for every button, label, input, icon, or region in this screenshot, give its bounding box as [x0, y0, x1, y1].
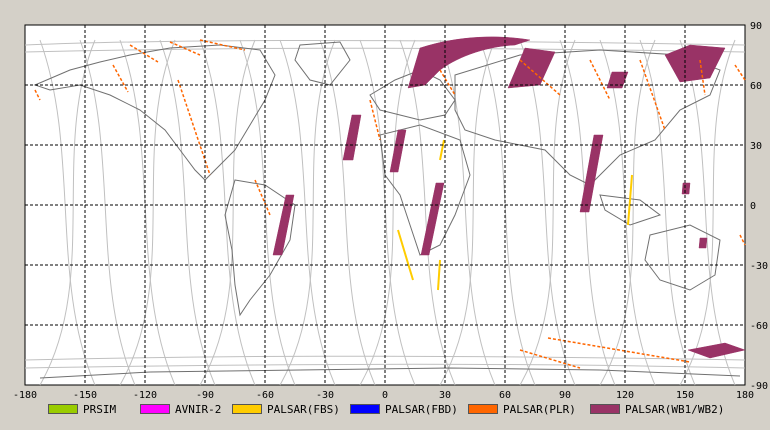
longitude-tick-label: 60 — [499, 390, 511, 400]
world-map: -180 -150 -120 -90 -60 -30 0 30 60 90 120 150 180 90… — [13, 21, 768, 400]
latitude-tick-label: 60 — [750, 81, 762, 92]
longitude-tick-label: -120 — [133, 390, 157, 400]
lat-lon-grid — [25, 25, 745, 385]
legend: PRSIM AVNIR-2 PALSAR(FBS) PALSAR(FBD) PALSAR… — [0, 402, 770, 420]
legend-item: PALSAR(FBD) — [350, 402, 458, 416]
latitude-tick-label: -60 — [750, 321, 768, 332]
legend-swatch — [590, 404, 620, 414]
legend-item: PALSAR(PLR) — [468, 402, 576, 416]
legend-label: PRSIM — [83, 402, 117, 416]
legend-swatch — [48, 404, 78, 414]
legend-swatch — [350, 404, 380, 414]
legend-label: PALSAR(PLR) — [503, 402, 576, 416]
legend-swatch — [140, 404, 170, 414]
longitude-tick-label: -180 — [13, 390, 37, 400]
longitude-tick-label: 120 — [616, 390, 634, 400]
longitude-tick-label: -60 — [256, 390, 274, 400]
latitude-tick-label: -90 — [750, 381, 768, 392]
longitude-tick-label: 180 — [736, 390, 754, 400]
legend-label: AVNIR-2 — [175, 402, 222, 416]
legend-swatch — [232, 404, 262, 414]
legend-item: PALSAR(FBS) — [232, 402, 340, 416]
legend-item: PRSIM — [48, 402, 116, 416]
latitude-tick-label: 30 — [750, 141, 762, 152]
longitude-tick-labels: -180 -150 -120 -90 -60 -30 0 30 60 90 120 150 180 — [13, 390, 754, 400]
swaths-palsar-wb — [272, 36, 746, 359]
legend-label: PALSAR(FBS) — [267, 402, 340, 416]
legend-item: PALSAR(WB1/WB2) — [590, 402, 724, 416]
longitude-tick-label: 30 — [439, 390, 451, 400]
coastlines — [33, 41, 741, 379]
legend-item: AVNIR-2 — [140, 402, 221, 416]
latitude-tick-label: 0 — [750, 201, 756, 212]
latitude-tick-label: 90 — [750, 21, 762, 32]
legend-label: PALSAR(FBD) — [385, 402, 458, 416]
longitude-tick-label: 0 — [382, 390, 388, 400]
tracks-palsar-plr — [34, 39, 746, 369]
latitude-tick-label: -30 — [750, 261, 768, 272]
longitude-tick-label: -30 — [316, 390, 334, 400]
longitude-tick-label: -90 — [196, 390, 214, 400]
legend-label: PALSAR(WB1/WB2) — [625, 402, 725, 416]
tracks-palsar-fbs — [397, 139, 633, 291]
longitude-tick-label: -150 — [73, 390, 97, 400]
legend-swatch — [468, 404, 498, 414]
latitude-tick-labels: 90 60 30 0 -30 -60 -90 — [750, 21, 768, 392]
longitude-tick-label: 90 — [559, 390, 571, 400]
longitude-tick-label: 150 — [676, 390, 694, 400]
